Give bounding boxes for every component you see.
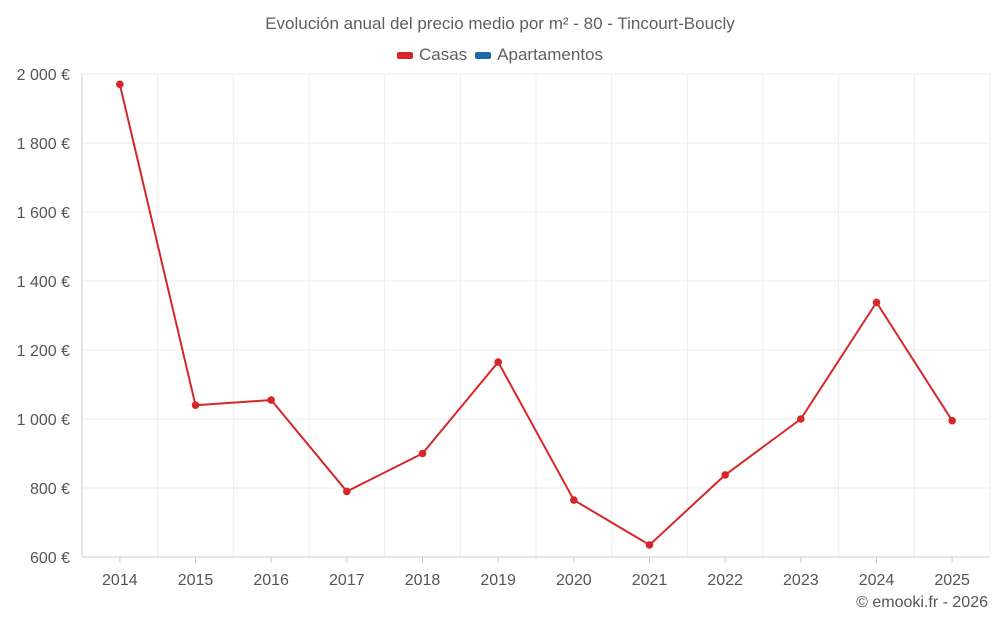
data-point[interactable] bbox=[872, 298, 881, 307]
data-point[interactable] bbox=[191, 401, 200, 410]
legend-label-apartamentos: Apartamentos bbox=[497, 45, 604, 64]
grid bbox=[82, 73, 991, 557]
data-point[interactable] bbox=[948, 416, 956, 425]
data-point[interactable] bbox=[116, 80, 124, 89]
legend-item-apartamentos[interactable]: Apartamentos bbox=[475, 45, 603, 65]
data-point[interactable] bbox=[570, 496, 578, 504]
legend-label-casas: Casas bbox=[418, 45, 468, 64]
legend-item-casas[interactable]: Casas bbox=[396, 45, 468, 65]
data-point[interactable] bbox=[797, 415, 805, 423]
y-tick-label: 1 400 € bbox=[17, 274, 70, 291]
y-tick-label: 600 € bbox=[30, 550, 70, 567]
x-tick-label: 2025 bbox=[934, 572, 970, 589]
legend-swatch-apartamentos bbox=[475, 51, 492, 59]
chart-title: Evolución anual del precio medio por m² … bbox=[265, 14, 735, 33]
x-tick-label: 2023 bbox=[783, 572, 819, 589]
x-tick-label: 2015 bbox=[178, 572, 214, 589]
x-tick-label: 2022 bbox=[707, 572, 743, 589]
x-tick-label: 2024 bbox=[859, 572, 895, 589]
x-tick-label: 2018 bbox=[405, 572, 441, 589]
legend-swatch-casas bbox=[396, 51, 413, 59]
legend: Casas Apartamentos bbox=[0, 45, 1000, 65]
axes bbox=[81, 74, 990, 563]
series-line-casas bbox=[118, 84, 954, 546]
data-point[interactable] bbox=[494, 358, 502, 366]
x-tick-label: 2016 bbox=[253, 572, 289, 589]
x-tick-label: 2014 bbox=[102, 572, 138, 589]
footer-credit: © emooki.fr - 2026 bbox=[856, 594, 988, 611]
y-tick-label: 1 600 € bbox=[17, 205, 70, 222]
data-point[interactable] bbox=[721, 471, 729, 479]
y-tick-label: 2 000 € bbox=[17, 67, 70, 84]
x-tick-label: 2020 bbox=[556, 572, 592, 589]
data-point[interactable] bbox=[645, 541, 654, 549]
y-tick-label: 800 € bbox=[30, 481, 70, 498]
x-tick-label: 2019 bbox=[480, 572, 516, 589]
data-point[interactable] bbox=[418, 449, 427, 458]
series bbox=[116, 80, 956, 549]
y-tick-label: 1 000 € bbox=[17, 412, 70, 429]
x-tick-label: 2017 bbox=[329, 572, 365, 589]
data-point[interactable] bbox=[267, 396, 275, 404]
y-axis-tick-labels: 600 € 800 € 1 000 € 1 200 € 1 400 € 1 600 € 1 … bbox=[17, 67, 70, 567]
x-axis-tick-labels: 2014 2015 2016 2017 2018 2019 2020 2021 2022 2023… bbox=[102, 572, 970, 589]
data-point[interactable] bbox=[343, 487, 351, 496]
x-tick-label: 2021 bbox=[632, 572, 668, 589]
y-tick-label: 1 200 € bbox=[17, 343, 70, 360]
y-tick-label: 1 800 € bbox=[17, 136, 70, 153]
